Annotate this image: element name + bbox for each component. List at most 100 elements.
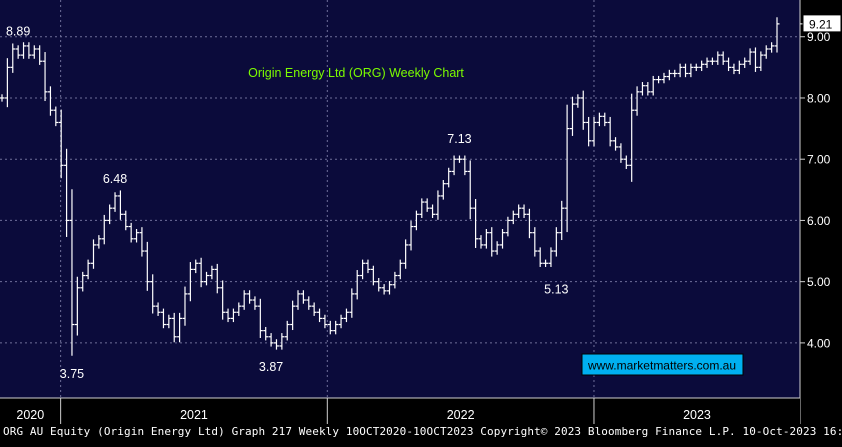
- annotation-label: 3.87: [259, 360, 283, 374]
- ohlc-bar: [440, 180, 446, 200]
- y-tick-label: 9.00: [807, 30, 831, 44]
- ohlc-bar: [726, 57, 732, 72]
- ohlc-bar: [198, 257, 204, 288]
- ohlc-bar: [489, 227, 495, 257]
- x-axis: 2020 2021 2022 2023: [0, 397, 800, 424]
- ohlc-bar: [21, 42, 27, 59]
- x-tick-label: 2021: [180, 408, 208, 422]
- ohlc-bar: [543, 259, 549, 267]
- ohlc-bar: [387, 281, 392, 295]
- ohlc-bar: [704, 57, 710, 68]
- ohlc-bar: [747, 48, 753, 65]
- ohlc-bar: [569, 96, 575, 136]
- ohlc-bar: [688, 63, 694, 78]
- ohlc-bar: [521, 204, 527, 218]
- annotations: 8.89 3.75 6.48 3.87 7.13 5.13: [6, 24, 569, 381]
- ohlc-bar: [252, 296, 258, 310]
- ohlc-bar: [74, 276, 80, 336]
- ohlc-bar: [693, 63, 699, 72]
- last-price-marker: 9.21: [800, 14, 842, 33]
- ohlc-bar: [526, 208, 532, 239]
- ohlc-bar: [505, 216, 511, 237]
- ohlc-bar: [10, 43, 16, 73]
- x-tick-label: 2022: [447, 408, 475, 422]
- ohlc-bar: [607, 116, 613, 147]
- ohlc-bar: [128, 222, 134, 243]
- ohlc-bar: [763, 45, 769, 59]
- ohlc-bar: [37, 45, 43, 65]
- ohlc-bar: [257, 298, 263, 338]
- ohlc-bar: [166, 314, 172, 329]
- ohlc-bar: [672, 69, 678, 78]
- ohlc-bar: [478, 235, 484, 249]
- ohlc-bar: [322, 314, 328, 329]
- ohlc-bar: [139, 227, 145, 257]
- ohlc-bar: [629, 93, 635, 182]
- ohlc-bar: [591, 116, 597, 147]
- chart-footer: ORG AU Equity (Origin Energy Ltd) Graph …: [3, 425, 842, 438]
- ohlc-bar: [160, 308, 166, 329]
- ohlc-bar: [360, 259, 366, 280]
- ohlc-bar: [564, 104, 570, 233]
- watermark-box: www.marketmatters.com.au: [581, 353, 744, 376]
- ohlc-bar: [338, 314, 344, 329]
- ohlc-bar: [500, 229, 506, 249]
- ohlc-bar: [424, 198, 430, 212]
- y-tick-label: 4.00: [807, 336, 831, 350]
- ohlc-bar: [177, 312, 183, 343]
- ohlc-bar: [752, 47, 758, 72]
- ohlc-bar: [290, 300, 296, 331]
- ohlc-bar: [343, 308, 349, 323]
- ohlc-bar: [645, 82, 651, 96]
- ohlc-bar: [446, 167, 452, 188]
- ohlc-bar: [306, 296, 312, 310]
- ohlc-bar: [101, 214, 107, 245]
- ohlc-bar: [69, 189, 75, 356]
- ohlc-bar: [295, 290, 301, 310]
- ohlc-bar: [613, 137, 619, 151]
- ohlc-bar: [155, 302, 161, 316]
- ohlc-bar: [96, 235, 102, 249]
- ohlc-bar: [247, 290, 253, 304]
- ohlc-bar: [634, 86, 640, 116]
- watermark-text: www.marketmatters.com.au: [587, 359, 736, 373]
- ohlc-bar: [123, 210, 129, 231]
- ohlc-bar: [64, 148, 70, 237]
- ohlc-bar: [467, 160, 473, 220]
- ohlc-bar: [230, 308, 236, 323]
- x-tick-label: 2020: [16, 408, 44, 422]
- y-axis: 4.00 5.00 6.00 7.00 8.00 9.00: [799, 0, 842, 424]
- x-tick-label: 2023: [683, 408, 711, 422]
- ohlc-bar: [90, 239, 96, 269]
- ohlc-bar: [656, 75, 662, 84]
- ohlc-bar: [532, 227, 538, 257]
- annotation-label: 6.48: [103, 172, 127, 186]
- ohlc-bar: [516, 204, 522, 218]
- ohlc-bar: [333, 320, 339, 335]
- ohlc-bar: [403, 239, 409, 269]
- y-tick-label: 5.00: [807, 275, 831, 289]
- ohlc-bar: [15, 45, 21, 59]
- y-tick-label: 6.00: [807, 214, 831, 228]
- ohlc-bar: [171, 312, 177, 343]
- price-bars: [0, 17, 780, 356]
- x-axis-background: [0, 398, 800, 424]
- ohlc-bar: [699, 60, 705, 72]
- ohlc-bar: [144, 241, 150, 291]
- ohlc-bar: [107, 204, 113, 225]
- ohlc-bar: [397, 259, 403, 280]
- annotation-label: 3.75: [60, 367, 84, 381]
- ohlc-bar: [408, 221, 414, 251]
- chart-title: Origin Energy Ltd (ORG) Weekly Chart: [248, 66, 464, 80]
- ohlc-bar: [548, 247, 554, 267]
- ohlc-bar: [273, 339, 279, 350]
- ohlc-bar: [731, 63, 737, 75]
- ohlc-bar: [618, 143, 624, 163]
- ohlc-bar: [709, 57, 715, 65]
- ohlc-bar: [47, 86, 53, 116]
- annotation-label: 8.89: [6, 24, 30, 38]
- ohlc-bar: [236, 302, 242, 316]
- ohlc-bar: [209, 265, 215, 280]
- ohlc-bar: [769, 42, 775, 53]
